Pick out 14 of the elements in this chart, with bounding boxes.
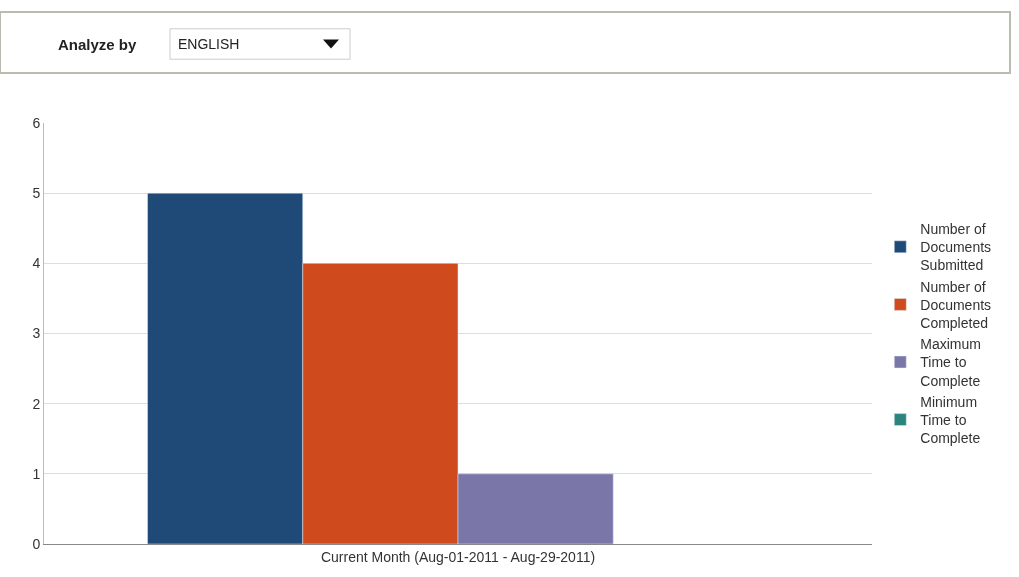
legend-label: Number of Documents Completed xyxy=(920,278,992,332)
y-tick-label: 1 xyxy=(32,465,41,482)
y-tick-label: 0 xyxy=(32,535,41,552)
text: ENGLISH xyxy=(178,36,240,52)
legend-label: Maximum Time to Complete xyxy=(920,336,981,389)
y-tick-label: 5 xyxy=(32,185,41,202)
y-tick-label: 2 xyxy=(32,395,41,412)
x-tick-label: Current Month (Aug-01-2011 - Aug-29-2011) xyxy=(320,548,596,565)
y-tick-label: 3 xyxy=(32,325,41,342)
legend-label: Minimum Time to Complete xyxy=(920,393,981,447)
y-tick-label: 6 xyxy=(32,114,41,131)
y-tick-label: 4 xyxy=(32,255,41,272)
text: Analyze by xyxy=(58,36,138,53)
legend-label: Number of Documents Submitted xyxy=(920,221,992,274)
